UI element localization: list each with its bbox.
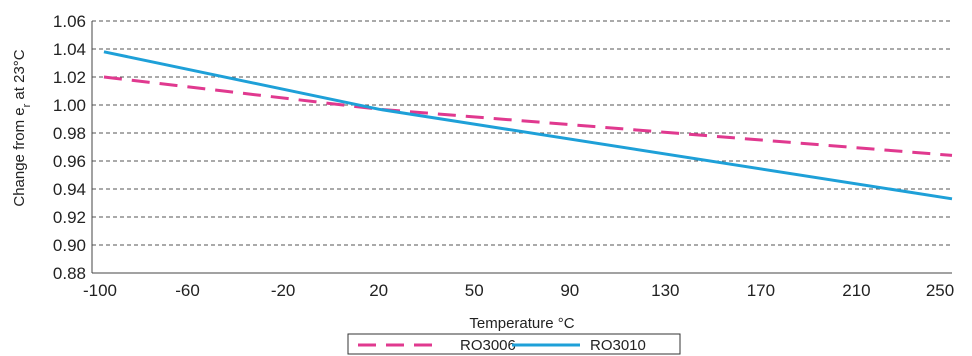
series-line-ro3006 [103, 75, 953, 157]
y-tick-labels: 0.88 0.90 0.92 0.94 0.96 0.98 1.00 1.02 1.04 1.06 [53, 12, 86, 283]
series-line-ro3010 [103, 50, 953, 201]
legend: RO3006 RO3010 [347, 333, 681, 355]
y-tick-label: 0.90 [53, 236, 86, 255]
y-tick-label: 1.02 [53, 68, 86, 87]
x-tick-label: 210 [842, 281, 870, 300]
y-tick-label: 0.96 [53, 152, 86, 171]
x-tick-label: 20 [369, 281, 388, 300]
y-tick-label: 1.06 [53, 12, 86, 31]
x-tick-label: 90 [560, 281, 579, 300]
y-tick-label: 1.00 [53, 96, 86, 115]
x-tick-label: 130 [651, 281, 679, 300]
axes [91, 21, 952, 274]
x-tick-label: 170 [747, 281, 775, 300]
x-axis-title: Temperature °C [469, 315, 574, 332]
y-tick-label: 0.98 [53, 124, 86, 143]
x-tick-labels: -100 -60 -20 20 50 90 130 170 210 250 [83, 281, 954, 300]
y-axis-title: Change from er at 23°C [11, 49, 33, 206]
x-tick-label: 50 [465, 281, 484, 300]
y-tick-label: 0.94 [53, 180, 86, 199]
series-lines [103, 50, 953, 201]
x-tick-label: -100 [83, 281, 117, 300]
y-tick-label: 0.92 [53, 208, 86, 227]
y-tick-label: 0.88 [53, 264, 86, 283]
x-tick-label: 250 [926, 281, 954, 300]
y-tick-label: 1.04 [53, 40, 86, 59]
legend-label-ro3006: RO3006 [460, 337, 516, 354]
x-tick-label: -20 [271, 281, 296, 300]
legend-label-ro3010: RO3010 [590, 337, 646, 354]
x-tick-label: -60 [175, 281, 200, 300]
